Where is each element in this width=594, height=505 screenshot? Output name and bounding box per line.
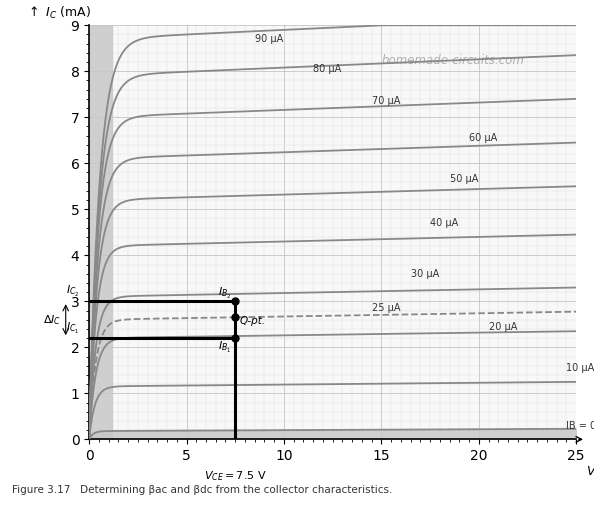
Text: $V_{CE}$ (V): $V_{CE}$ (V) [586, 464, 594, 480]
Text: 60 μA: 60 μA [469, 133, 497, 143]
Text: IB = 0 μA: IB = 0 μA [567, 421, 594, 431]
Text: 20 μA: 20 μA [488, 322, 517, 332]
Text: $I_{B_1}$: $I_{B_1}$ [218, 340, 231, 355]
Text: $I_{B_2}$: $I_{B_2}$ [218, 286, 231, 301]
Text: 90 μA: 90 μA [255, 34, 283, 44]
Text: $\uparrow$ $I_C$ (mA): $\uparrow$ $I_C$ (mA) [26, 5, 91, 21]
Text: 40 μA: 40 μA [430, 218, 459, 228]
Text: Figure 3.17   Determining βac and βdc from the collector characteristics.: Figure 3.17 Determining βac and βdc from… [12, 485, 392, 495]
Text: $V_{CE} = 7.5$ V: $V_{CE} = 7.5$ V [204, 469, 267, 483]
Text: 10 μA: 10 μA [567, 363, 594, 373]
Text: 70 μA: 70 μA [372, 96, 400, 106]
Text: 50 μA: 50 μA [450, 174, 478, 184]
Text: 25 μA: 25 μA [372, 303, 400, 313]
Text: $I_{C_1}$: $I_{C_1}$ [66, 321, 80, 336]
Text: Q-pt.: Q-pt. [239, 316, 266, 326]
Text: $I_{C_2}$: $I_{C_2}$ [66, 284, 80, 299]
Text: 80 μA: 80 μA [313, 64, 342, 74]
Text: 30 μA: 30 μA [410, 269, 439, 279]
Text: homemade-circuits.com: homemade-circuits.com [381, 54, 525, 67]
Text: $\Delta I_C$: $\Delta I_C$ [43, 313, 61, 327]
